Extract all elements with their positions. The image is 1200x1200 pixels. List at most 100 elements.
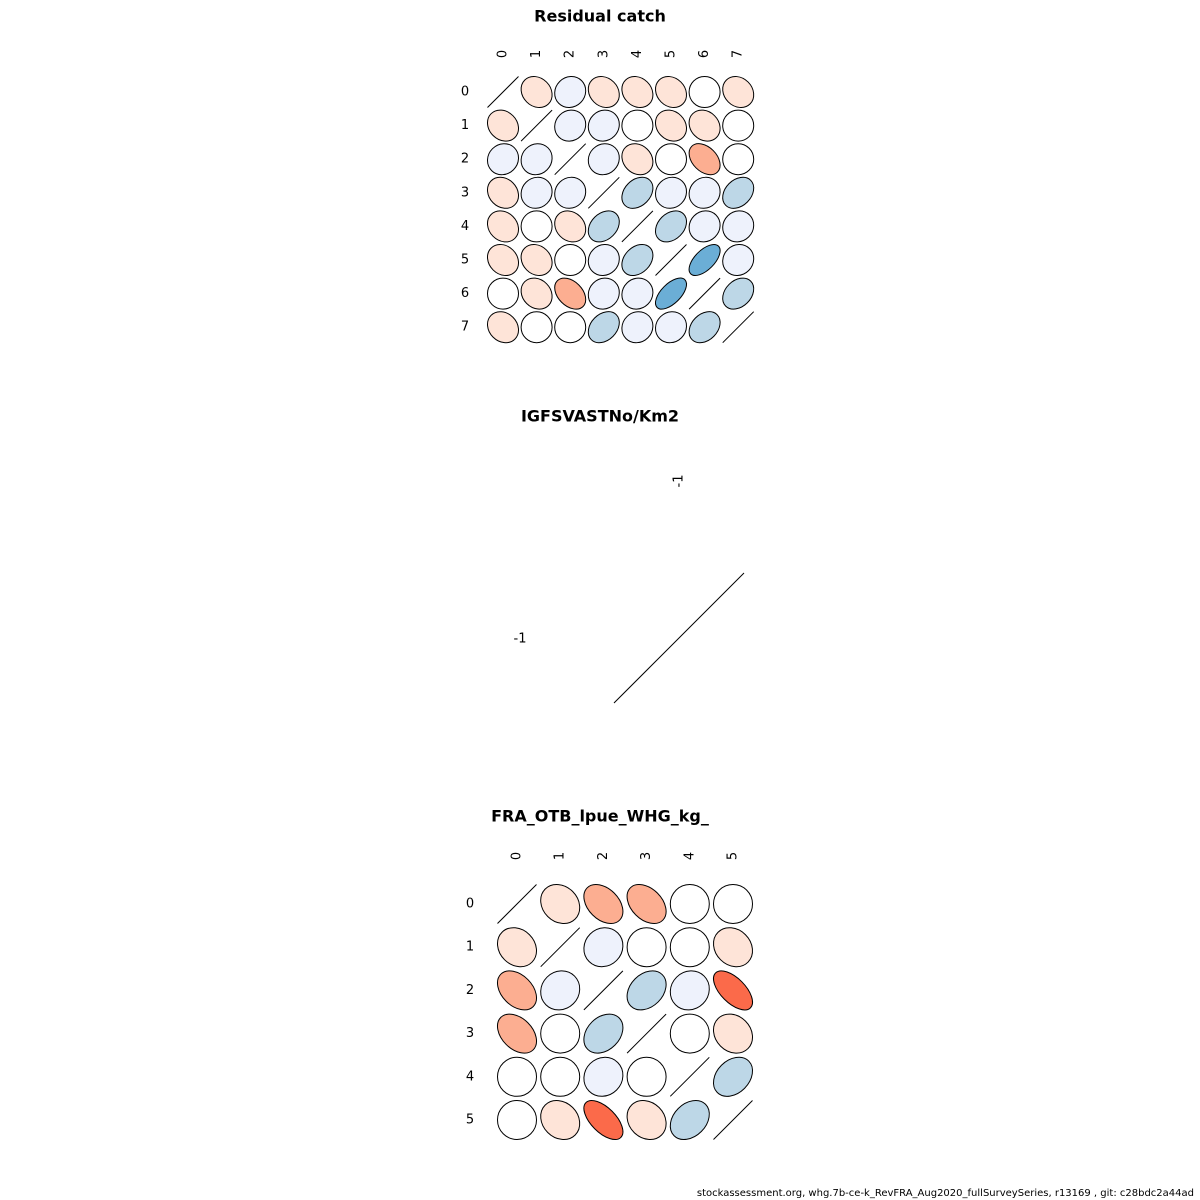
row-label: 1 [461, 118, 469, 133]
correlation-ellipse [621, 311, 654, 344]
diagonal-line [587, 176, 620, 209]
correlation-ellipse [540, 883, 581, 924]
row-label: 2 [466, 983, 474, 998]
corr-panel-0: Residual catch 0 1 2 3 4 5 6 7 0 1 2 3 4 5 6 7 [461, 7, 755, 344]
correlation-ellipse [496, 1013, 537, 1054]
correlation-ellipse [540, 1056, 581, 1097]
diagonal-line [487, 76, 519, 108]
correlation-ellipse [621, 176, 654, 209]
correlation-ellipse [654, 277, 687, 310]
correlation-ellipse [583, 927, 624, 968]
correlation-ellipse [621, 109, 654, 142]
correlation-ellipse [713, 927, 754, 968]
correlation-ellipse [540, 970, 581, 1011]
correlation-ellipse [669, 884, 710, 924]
correlation-ellipse [554, 109, 587, 142]
correlation-ellipse [520, 311, 553, 344]
diagonal-line [688, 277, 721, 310]
correlation-ellipse [669, 970, 710, 1011]
correlation-ellipse [520, 76, 553, 109]
correlation-ellipse [626, 1100, 667, 1141]
row-label: 0 [466, 897, 474, 912]
correlation-ellipse [654, 210, 687, 243]
correlation-ellipse [621, 277, 654, 310]
correlation-ellipse [583, 1013, 624, 1054]
correlation-ellipse [554, 76, 587, 109]
row-label: 3 [461, 185, 469, 200]
correlation-ellipse [587, 210, 620, 243]
correlation-ellipse [587, 277, 620, 310]
correlation-ellipse [587, 76, 620, 109]
diagonal-line [540, 927, 581, 968]
correlation-ellipse [520, 210, 553, 243]
correlation-ellipse [487, 109, 520, 142]
correlation-ellipse [722, 210, 755, 243]
correlation-ellipse [486, 176, 519, 209]
correlation-ellipse [487, 277, 519, 310]
corr-panel-1: IGFSVASTNo/Km2 -1 -1 [514, 407, 745, 704]
correlation-ellipse [486, 244, 519, 277]
diagonal-line [554, 143, 587, 176]
diagonal-line [669, 1056, 710, 1097]
correlation-ellipse [654, 311, 687, 344]
correlation-ellipse [621, 143, 654, 176]
row-label: 4 [466, 1069, 474, 1084]
column-label: 4 [682, 852, 697, 860]
correlation-ellipse [722, 143, 755, 176]
row-label: 3 [466, 1026, 474, 1041]
correlation-ellipse [554, 210, 587, 243]
correlation-ellipse [669, 1100, 710, 1141]
corr-panel-2: FRA_OTB_lpue_WHG_kg_ 0 1 2 3 4 5 0 1 2 3 4 5 [466, 807, 754, 1141]
correlation-ellipse [520, 277, 553, 310]
column-label: 5 [726, 852, 741, 860]
correlation-ellipse [621, 244, 654, 277]
correlation-ellipse [688, 76, 721, 108]
column-label: -1 [672, 475, 687, 488]
diagonal-line [583, 970, 624, 1011]
correlation-ellipse [497, 927, 538, 968]
correlation-ellipse [587, 244, 620, 277]
column-label: 3 [596, 50, 611, 58]
correlation-ellipse [655, 76, 688, 109]
diagonal-line [626, 1013, 667, 1054]
row-label: 1 [466, 940, 474, 955]
row-label: 2 [461, 152, 469, 167]
correlation-ellipse [497, 1056, 537, 1097]
correlation-ellipse [713, 1013, 754, 1054]
correlation-ellipse [626, 927, 667, 968]
correlation-ellipse [540, 1100, 581, 1141]
correlation-ellipse [655, 109, 688, 142]
footer-credit: stockassessment.org, whg.7b-ce-k_RevFRA_… [696, 1188, 1194, 1199]
correlation-ellipse [583, 1056, 624, 1097]
correlation-ellipse [486, 210, 519, 243]
column-label: 1 [529, 50, 544, 58]
correlation-ellipse [722, 76, 755, 109]
column-label: 5 [664, 50, 679, 58]
correlation-ellipse [583, 884, 624, 925]
correlation-ellipse [487, 143, 520, 176]
correlation-ellipse [669, 927, 710, 968]
correlation-ellipse [722, 244, 755, 277]
row-label: -1 [514, 632, 527, 647]
correlation-ellipse [713, 884, 753, 924]
diagonal-line [722, 311, 755, 344]
correlation-ellipse [626, 970, 667, 1011]
diagonal-line [713, 1100, 753, 1140]
correlation-ellipse [554, 277, 587, 310]
correlation-ellipse [626, 884, 667, 925]
correlation-ellipse [655, 143, 687, 176]
correlation-ellipse [497, 1100, 537, 1140]
correlation-ellipse [554, 311, 587, 344]
correlation-ellipse [520, 143, 553, 176]
correlation-ellipse [722, 176, 755, 209]
correlation-ellipse [587, 143, 620, 176]
correlation-ellipse [688, 109, 721, 142]
correlation-ellipse [654, 176, 687, 209]
column-label: 1 [553, 852, 568, 860]
column-label: 2 [596, 852, 611, 860]
column-label: 0 [510, 852, 525, 860]
correlation-ellipse [587, 311, 620, 344]
correlation-ellipse [496, 970, 537, 1011]
correlation-ellipse [587, 109, 620, 142]
